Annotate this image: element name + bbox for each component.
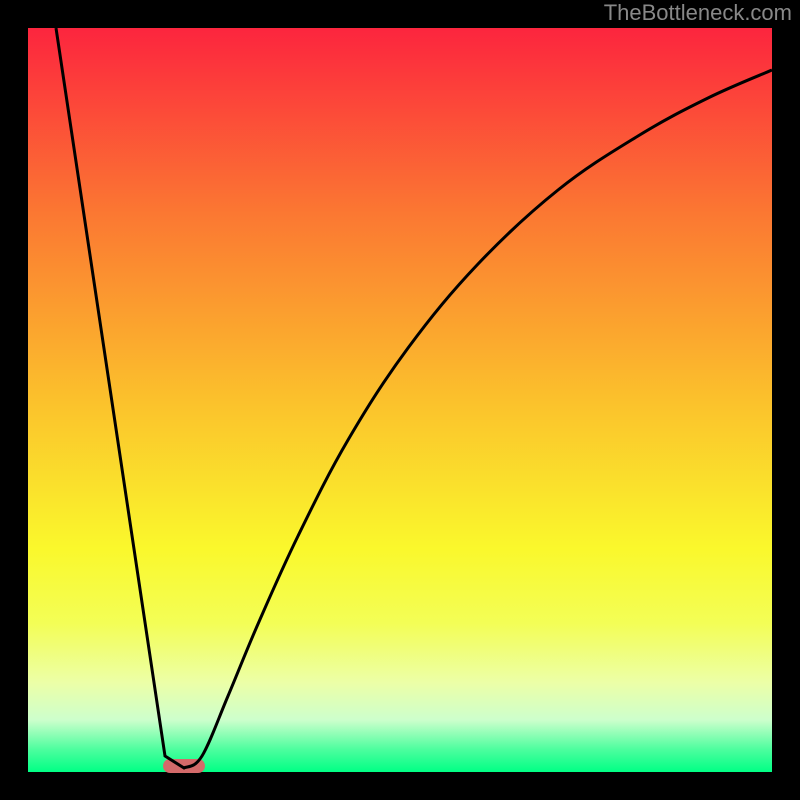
minimum-marker	[163, 759, 205, 773]
figure: TheBottleneck.com	[0, 0, 800, 800]
gradient-background	[28, 28, 772, 772]
watermark: TheBottleneck.com	[604, 0, 792, 26]
plot-area	[28, 28, 772, 772]
